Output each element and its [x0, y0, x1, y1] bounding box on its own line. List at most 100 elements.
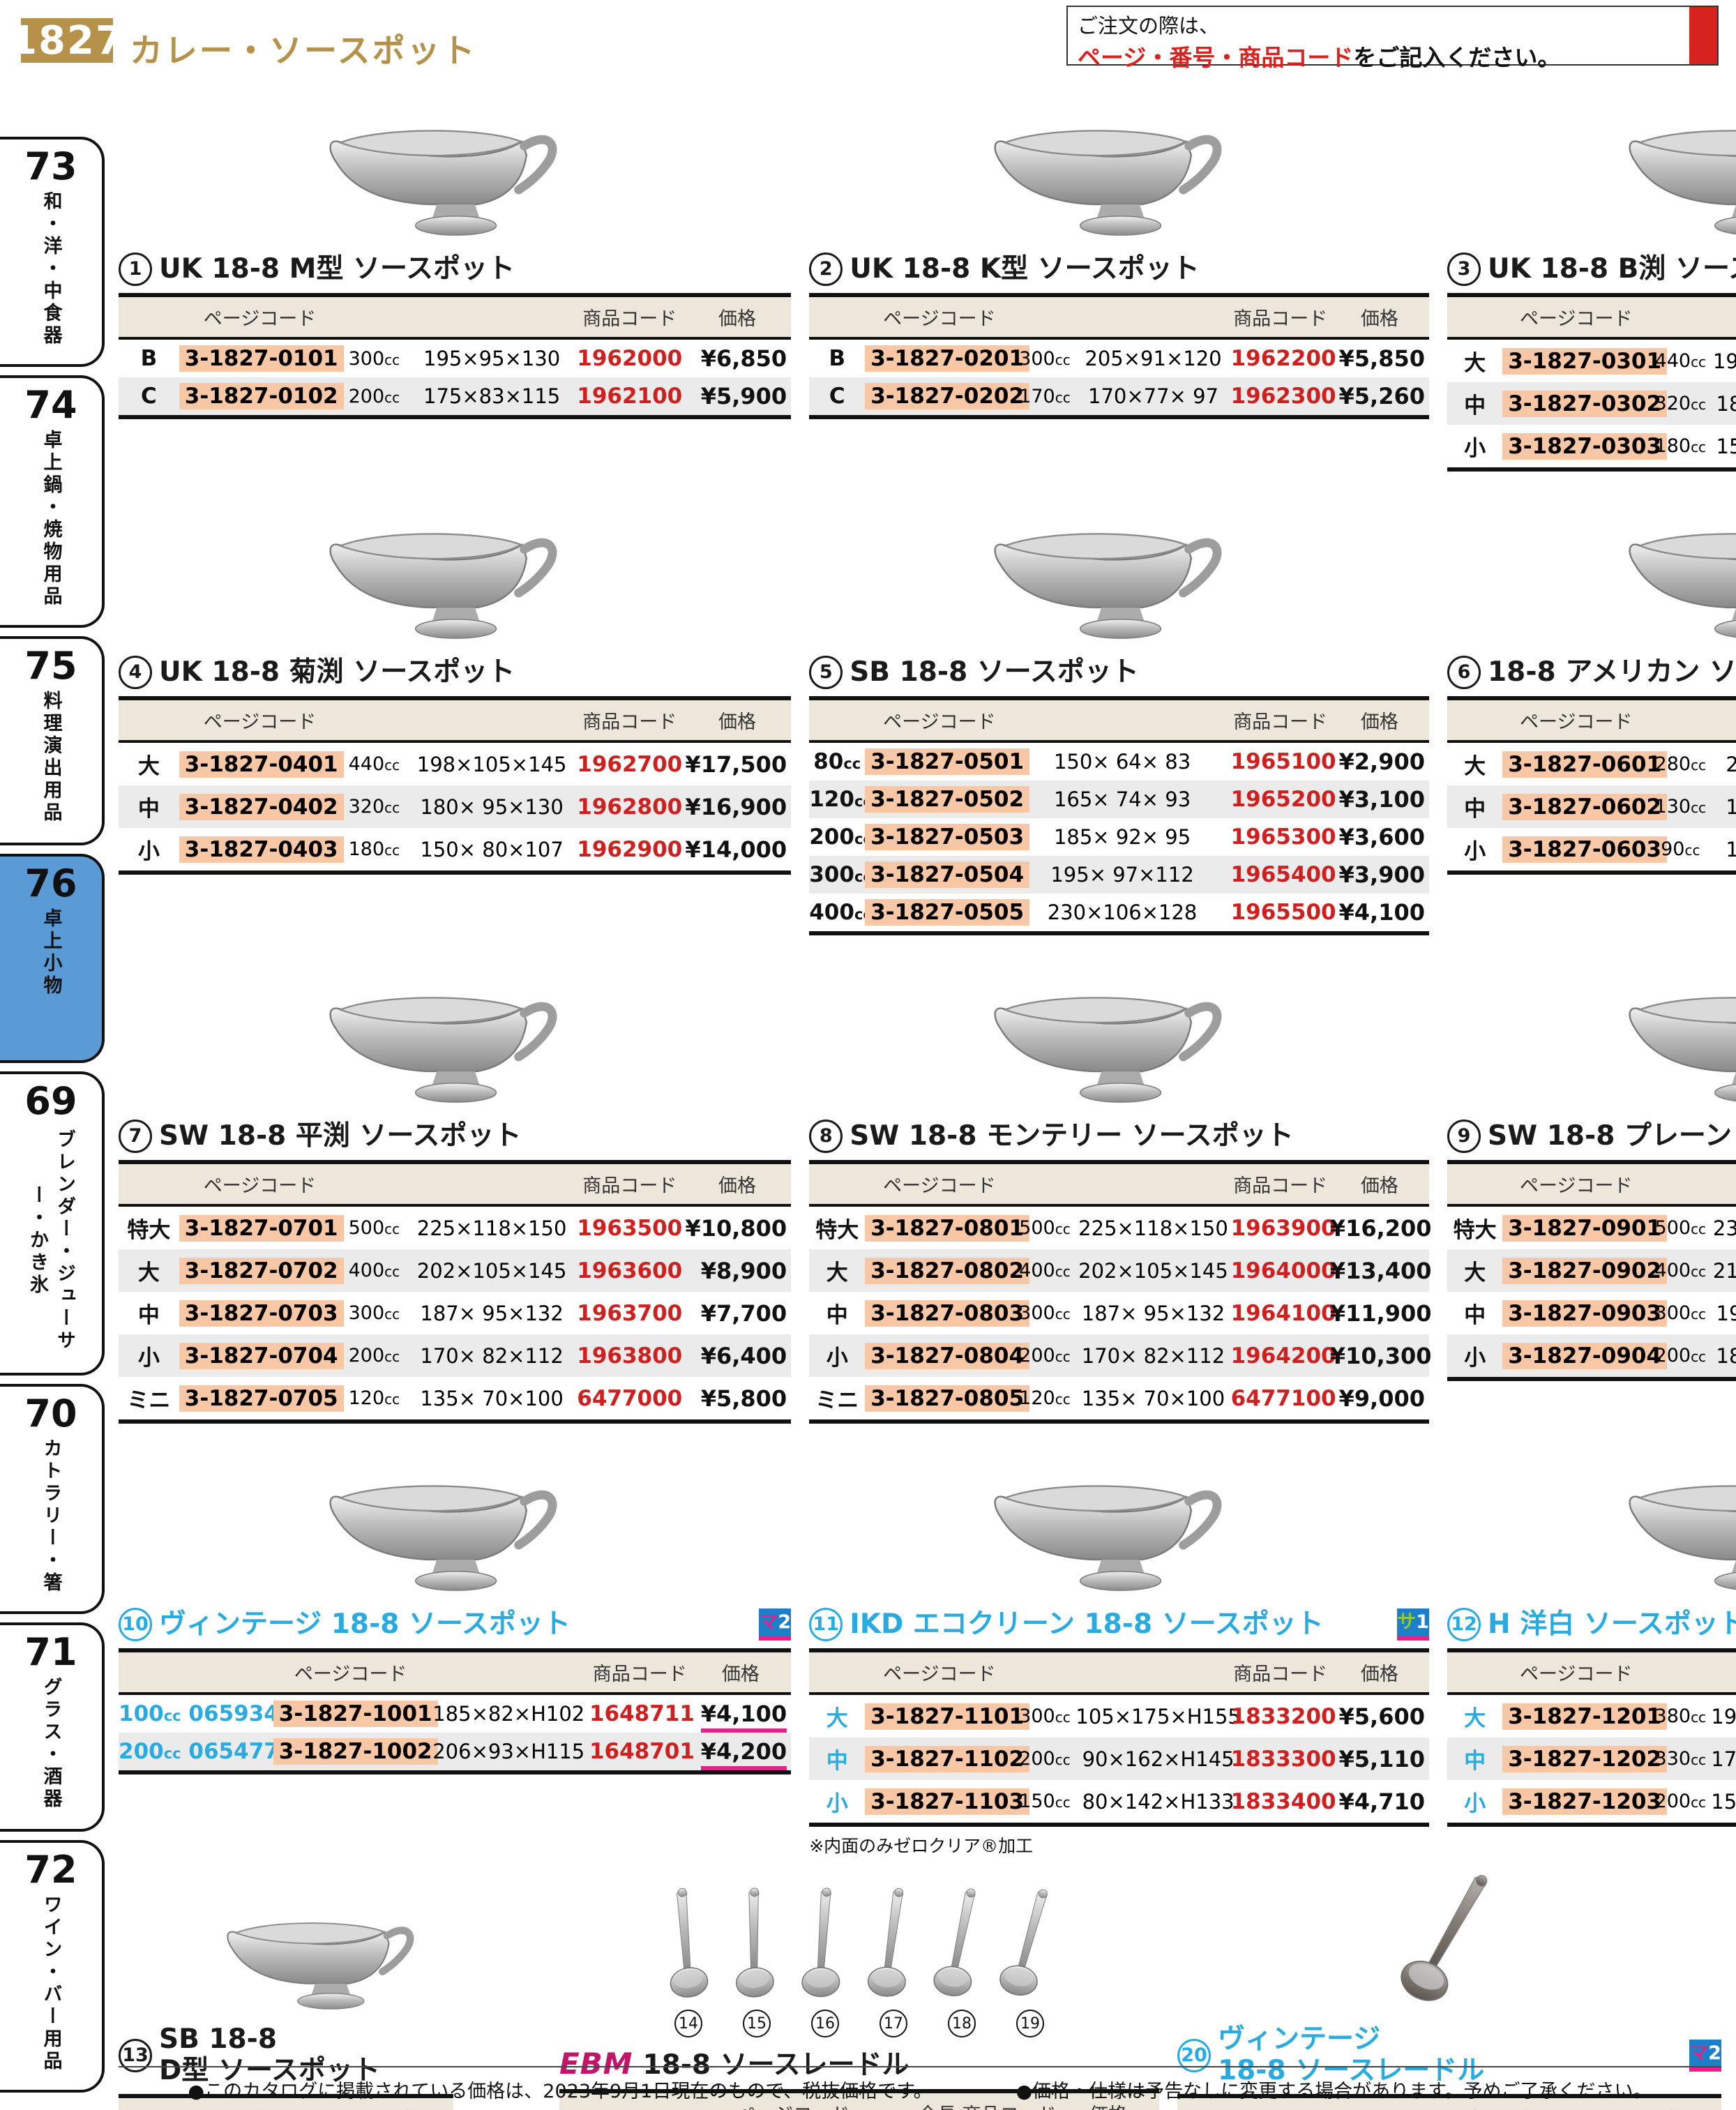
product-code-cell: 1963800 [577, 1343, 683, 1369]
product-code-cell: 1962300 [1230, 384, 1336, 409]
sidebar-tab-label: 卓上鍋・焼物用品 [40, 430, 62, 608]
dimensions-cell: 198×105×145 [416, 752, 567, 776]
table-row: 中 3-1827-0402 320cc 180× 95×130 1962800 ¥16,9… [119, 785, 792, 828]
dimensions-cell: 182× 80×110 [1716, 1343, 1736, 1368]
price-value: ¥6,400 [700, 1342, 787, 1369]
dimensions-cell: 225×118×150 [1078, 1216, 1228, 1240]
table-row: 特大 3-1827-0801 500cc 225×118×150 1963900 ¥16,… [809, 1207, 1432, 1249]
page-code-value: 3-1827-0802 [865, 1257, 1030, 1284]
price-value: ¥16,900 [685, 793, 787, 820]
capacity-cell: 400cc [348, 1260, 400, 1281]
page-code-cell: 3-1827-0202 [865, 383, 1030, 409]
product-grid: 1 UK 18-8 M型 ソースポット ページコード 商品コード 価格 B 3-1827-0… [119, 78, 1736, 1857]
price-cell: ¥3,600 [1330, 824, 1429, 850]
price-value: ¥4,710 [1338, 1788, 1425, 1815]
column-header-page_code: ページコード [203, 711, 317, 733]
price-cell: ¥4,200 [690, 1738, 792, 1770]
capacity-cell: 120cc [348, 1387, 400, 1409]
column-header-page_code: ページコード [1520, 308, 1633, 330]
title-line: D型 ソースポット [159, 2054, 381, 2086]
column-header-product_code: 商品コード [1515, 2104, 1613, 2110]
product-title-text: SB 18-8 D型 ソースポット [159, 2024, 380, 2087]
ladle-with-number: 15 [725, 1887, 789, 2037]
column-header-empty [119, 303, 179, 331]
title-line: SB 18-8 [159, 2024, 277, 2055]
price-cell: ¥8,900 [684, 1258, 791, 1284]
dimensions-cell: 185× 92× 95 [1053, 825, 1191, 849]
page-code-cell: 3-1827-0301 [1502, 347, 1668, 375]
size-cell: 120cc [809, 787, 872, 812]
page-code-value: 3-1827-1202 [1502, 1745, 1668, 1772]
table-row: 小3-1827-1203200cc155× 77×H1172386330¥19,… [1447, 1780, 1736, 1823]
size-cell: 大 [826, 1260, 848, 1286]
capacity-cell: 320cc [348, 796, 400, 817]
product-title: 8 SW 18-8 モンテリー ソースポット [809, 1120, 1429, 1153]
page-code-cell: 3-1827-1001 [273, 1701, 438, 1727]
size-cell: 大 [1464, 1706, 1486, 1731]
product-number-circle: 12 [1447, 1608, 1481, 1641]
product-code-cell: 1965200 [1230, 787, 1336, 812]
table-header-row: ページコード全長商品コード価格 [1177, 2097, 1721, 2110]
sidebar-tab-label: ブレンダー・ジューサー・かき氷 [27, 1129, 75, 1352]
column-header-length: 全長 [1455, 2104, 1515, 2110]
table-row: 小 3-1827-0804 200cc 170× 82×112 1964200 ¥10,3… [809, 1334, 1432, 1377]
dimensions-cell: 165× 74× 93 [1053, 788, 1191, 811]
column-header-product_code: 商品コード [1233, 1175, 1328, 1197]
size-cell: 小 [826, 1346, 848, 1371]
page-code-value: 3-1827-1102 [865, 1745, 1030, 1772]
page-code-value: 3-1827-0101 [179, 345, 344, 372]
column-header-product_code: 商品コード [246, 2104, 353, 2110]
size-cell: 大 [1464, 351, 1486, 376]
product-image-box [1447, 1433, 1736, 1602]
table-row: 小3-1827-0303180cc150× 80×1071962600¥14,0… [1447, 425, 1736, 467]
dimensions-cell: 175×83×115 [423, 384, 561, 408]
price-cell: ¥7,700 [684, 1300, 791, 1327]
price-value: ¥13,400 [1329, 1257, 1432, 1284]
price-value: ¥5,800 [700, 1385, 787, 1412]
capacity-cell: 150cc [1019, 1791, 1071, 1812]
page-code-value: 3-1827-0505 [865, 899, 1030, 926]
capacity-cell: 120cc [1019, 1387, 1071, 1409]
footer: ●このカタログに掲載されている価格は、2023年9月1日現在のもので、税抜価格で… [119, 2066, 1721, 2103]
capacity-cell: 440cc [1654, 350, 1707, 372]
page-code-value: 3-1827-0501 [865, 748, 1030, 775]
size-cell: B [829, 346, 846, 371]
column-header-empty [119, 707, 179, 734]
price-value: ¥17,500 [685, 751, 787, 778]
size-cell: C [829, 384, 845, 409]
sauce-pot-image [994, 997, 1222, 1103]
price-value: ¥7,700 [700, 1299, 787, 1327]
dimensions-cell: 176× 91×H140 [1711, 1747, 1736, 1771]
table-header-row: ページコード商品コード価格 [809, 297, 1430, 340]
dimensions-cell: 215×105×125 [1712, 1258, 1736, 1283]
sidebar-tab-number: 71 [24, 1630, 77, 1674]
page-code-cell: 3-1827-1202 [1502, 1745, 1668, 1772]
ladle-group-title-text: 18-8 ソースレードル [642, 2049, 909, 2081]
page-code-value: 3-1827-0705 [179, 1385, 344, 1412]
sidebar-tab-70: 70 カトラリー・箸 [0, 1384, 105, 1614]
table-row: 大3-1827-1201380cc198×103×H1512386130¥24,… [1447, 1695, 1736, 1738]
size-cell: 中 [826, 1303, 848, 1328]
column-header-page_code: ページコード [119, 2104, 246, 2110]
capacity-cell: 300cc [1019, 347, 1071, 370]
page-code-value: 3-1827-0603 [1502, 836, 1668, 863]
product-title-text: ヴィンテージ 18-8 ソースレードル [1218, 2024, 1484, 2087]
capacity-cell: 300cc [1019, 1705, 1071, 1727]
price-value: ¥3,600 [1338, 824, 1425, 850]
page-code-value: 3-1827-0702 [179, 1257, 344, 1284]
price-cell: ¥4,100 [690, 1701, 792, 1733]
ladle-image [933, 1888, 976, 1996]
page-code-value: 3-1827-0904 [1502, 1342, 1668, 1369]
size-cell: 大 [1464, 1260, 1486, 1286]
price-cell: ¥2,900 [1330, 748, 1429, 775]
page-code-cell: 3-1827-0801 [865, 1214, 1030, 1242]
size-cell: 中 [137, 797, 160, 822]
size-cell: 大 [1464, 754, 1486, 779]
page-code-cell: 3-1827-0704 [179, 1342, 344, 1369]
price-cell: ¥3,900 [1330, 861, 1429, 888]
column-header-empty [1650, 707, 1711, 734]
capacity-cell: 300cc [1019, 1302, 1071, 1324]
page-code-cell: 3-1827-0303 [1502, 432, 1668, 460]
product-note: ※内面のみゼロクリア®加工 [809, 1836, 1034, 1856]
